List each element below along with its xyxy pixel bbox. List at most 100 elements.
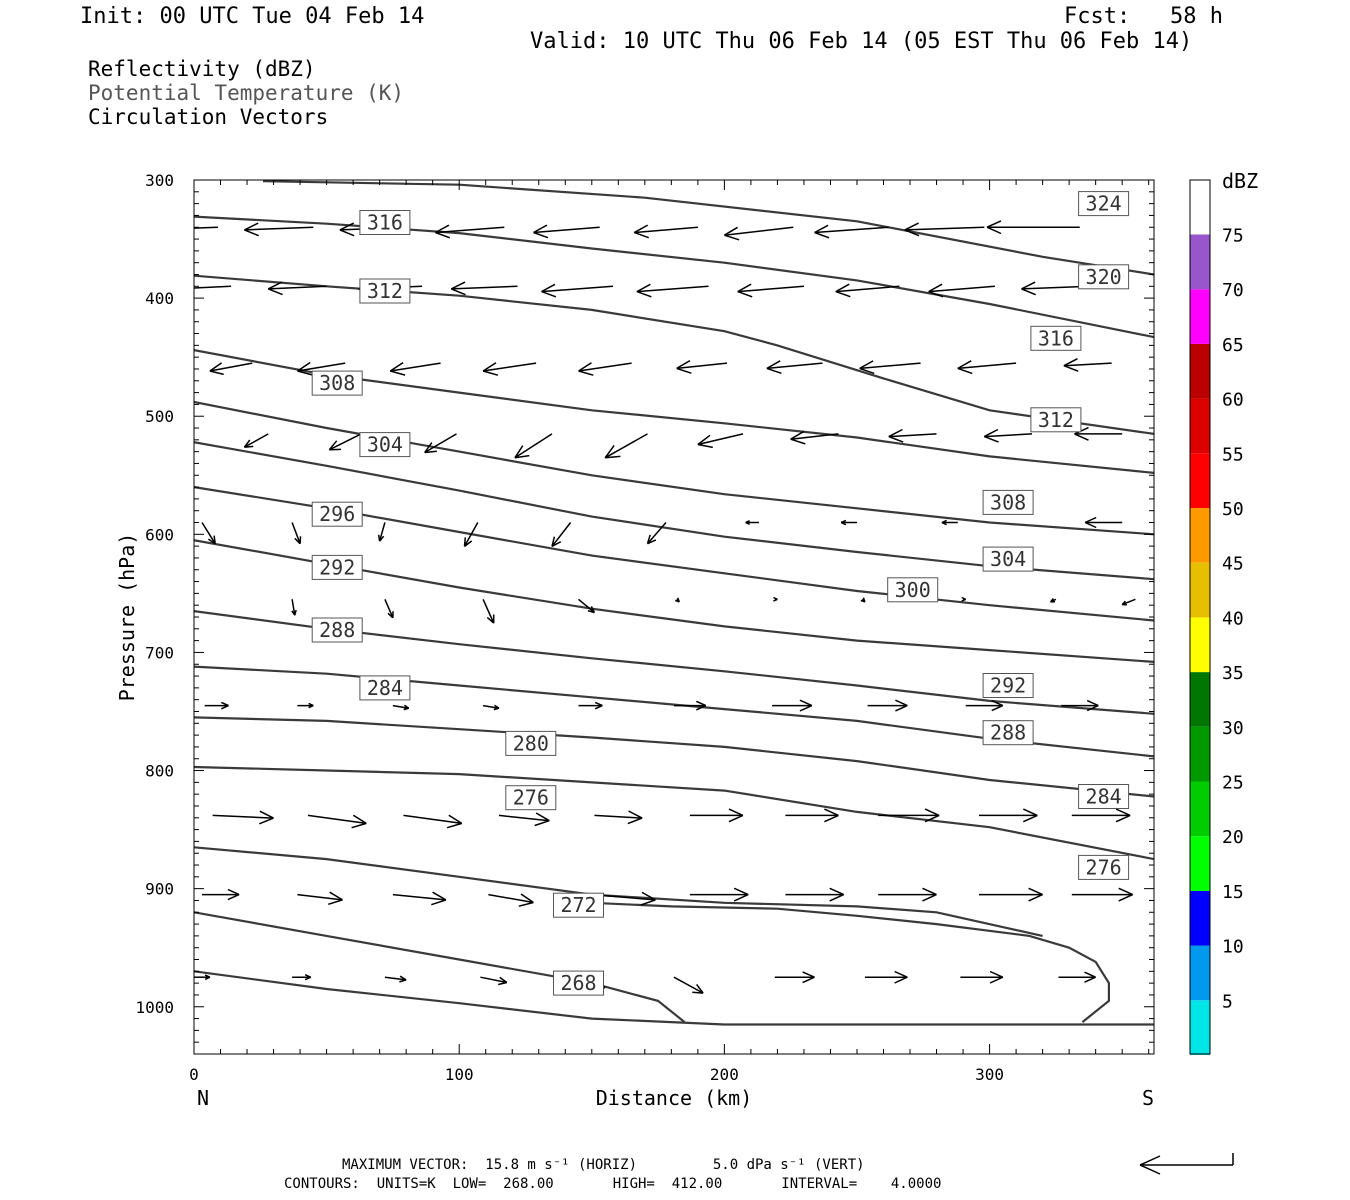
- vector-head: [984, 435, 999, 443]
- contour-label-layer: 316 312 308 304 296 292 288 284 280 276 272 268 324 3…: [311, 191, 1130, 996]
- colorbar-label: 10: [1222, 937, 1244, 958]
- circulation-vector: [766, 360, 823, 375]
- vector-head: [676, 367, 692, 374]
- colorbar-cell: [1190, 617, 1210, 673]
- circulation-vector: [1071, 887, 1134, 902]
- circulation-vector: [1050, 598, 1057, 603]
- theta-contour-312: [194, 349, 1154, 474]
- circulation-vector: [463, 522, 479, 548]
- contour-label-276: 276: [1078, 854, 1130, 880]
- y-tick-label: 800: [145, 762, 174, 781]
- vector-head: [928, 283, 943, 293]
- colorbar-label: 25: [1222, 773, 1244, 794]
- vector-head: [220, 704, 229, 710]
- vector-head: [636, 290, 652, 298]
- vector-head: [498, 981, 508, 986]
- circulation-vector: [291, 522, 302, 545]
- circulation-vector: [435, 224, 505, 239]
- vector-head: [297, 361, 311, 372]
- circulation-vector: [541, 283, 614, 298]
- circulation-vector: [878, 887, 937, 902]
- contour-label-284: 284: [1078, 784, 1130, 809]
- y-tick-label: 400: [145, 289, 174, 308]
- vector-head: [605, 455, 621, 459]
- vector-head: [352, 814, 367, 825]
- circulation-vector: [578, 598, 596, 614]
- vector-head: [399, 975, 407, 981]
- contour-label-text: 324: [1086, 192, 1122, 216]
- vector-shaft: [766, 362, 823, 370]
- vector-head: [814, 224, 829, 234]
- vector-head: [1180, 706, 1191, 711]
- circulation-vector: [498, 812, 550, 827]
- vector-head: [728, 808, 744, 817]
- vector-shaft: [488, 893, 534, 904]
- circulation-vector: [209, 362, 253, 376]
- contour-label-text: 288: [990, 721, 1026, 745]
- vector-head: [594, 701, 603, 707]
- vector-head: [244, 445, 254, 448]
- vector-shaft: [297, 362, 346, 372]
- vector-head: [1084, 976, 1096, 983]
- vector-head: [799, 699, 813, 707]
- colorbar-cell: [1190, 726, 1210, 782]
- vector-head: [551, 541, 562, 548]
- vector-head: [259, 817, 274, 825]
- contour-label-324: 324: [1078, 191, 1130, 217]
- colorbar-label: 15: [1222, 882, 1244, 903]
- vector-head: [802, 976, 815, 984]
- circulation-vector: [389, 361, 441, 376]
- contour-label-box: [311, 617, 363, 643]
- circulation-vector: [1154, 701, 1191, 711]
- vector-head: [904, 229, 920, 237]
- contour-label-box: [887, 577, 939, 603]
- colorbar-title: dBZ: [1222, 169, 1258, 193]
- contour-label-304: 304: [359, 432, 411, 458]
- contour-label-box: [1078, 854, 1130, 880]
- contour-label-320: 320: [1078, 264, 1130, 290]
- circulation-vector: [979, 808, 1038, 823]
- vector-head: [957, 367, 973, 375]
- vector-shaft: [307, 814, 367, 825]
- circulation-vector: [673, 976, 704, 994]
- vector-shaft: [212, 814, 274, 819]
- circulation-vector: [1071, 808, 1131, 823]
- vector-shaft: [392, 893, 446, 901]
- circulation-vector: [689, 808, 744, 823]
- contour-label-text: 316: [1038, 326, 1074, 350]
- vector-head: [1118, 887, 1134, 896]
- vector-head: [482, 362, 497, 372]
- colorbar-label: 70: [1222, 280, 1244, 301]
- init-time: Init: 00 UTC Tue 04 Feb 14: [80, 4, 425, 29]
- contour-label-284: 284: [359, 675, 411, 701]
- colorbar-label: 5: [1222, 991, 1233, 1012]
- max-vector-note: MAXIMUM VECTOR: 15.8 m s⁻¹ (HORIZ) 5.0 d…: [342, 1157, 865, 1173]
- vector-head: [697, 434, 711, 446]
- vector-head: [379, 535, 385, 542]
- vector-head: [377, 534, 381, 542]
- contour-label-272: 272: [553, 892, 604, 918]
- circulation-vector: [204, 701, 229, 710]
- theta-contour-272-closed-part: [591, 901, 1110, 1023]
- vector-head: [146, 230, 160, 236]
- y-tick-label: 300: [145, 171, 174, 190]
- colorbar-label: 60: [1222, 390, 1244, 411]
- vector-head: [745, 521, 750, 525]
- vector-head: [541, 283, 556, 293]
- vector-shaft: [551, 522, 572, 547]
- circulation-vector: [403, 814, 463, 829]
- vector-head: [835, 290, 851, 298]
- theta-contour-320: [194, 215, 1154, 339]
- contour-label-box: [1078, 191, 1130, 217]
- vector-head: [1118, 893, 1134, 902]
- circulation-vector: [578, 701, 603, 710]
- vector-shaft: [604, 433, 648, 459]
- vector-head: [695, 983, 704, 994]
- colorbar-cell: [1190, 672, 1210, 727]
- circulation-vector: [384, 975, 407, 983]
- contour-label-box: [1078, 784, 1130, 809]
- vector-shaft: [424, 433, 457, 454]
- x-axis-title: Distance (km): [596, 1086, 753, 1110]
- vector-head: [957, 360, 972, 370]
